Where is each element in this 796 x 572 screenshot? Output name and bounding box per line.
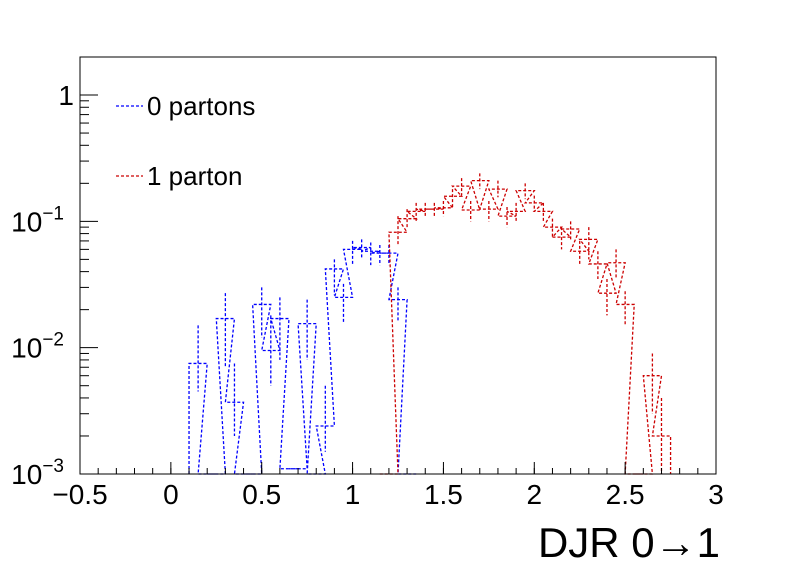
y-tick-exponent: −3 (42, 456, 64, 477)
series-1-group (379, 173, 672, 475)
axes: −0.5 0 0.5 1 1.5 2 2.5 310−310−210−11 (11, 56, 724, 510)
legend-label: 0 partons (147, 91, 255, 121)
x-tick-label: 1 (345, 479, 361, 510)
x-tick-label: 1.5 (424, 479, 463, 510)
x-tick-label: 0.5 (242, 479, 281, 510)
x-axis-label: DJR 0→1 (538, 519, 720, 566)
x-tick-label: 2.5 (606, 479, 645, 510)
y-tick-label: 10−2 (11, 330, 64, 364)
y-tick-label: 10−1 (11, 203, 64, 237)
x-tick-label: −0.5 (52, 479, 107, 510)
y-tick-base: 10 (11, 206, 42, 237)
y-tick-label: 1 (58, 80, 74, 111)
legend: 0 partons 1 parton (116, 91, 255, 191)
y-tick-exponent: −2 (42, 330, 64, 351)
y-tick-exponent: −1 (42, 203, 64, 224)
y-tick-base: 10 (11, 333, 42, 364)
x-tick-label: 2 (526, 479, 542, 510)
x-tick-label: 0 (163, 479, 179, 510)
series-0-group (188, 239, 417, 475)
y-tick-base: 1 (58, 80, 74, 111)
y-tick-base: 10 (11, 459, 42, 490)
x-tick-label: 3 (708, 479, 724, 510)
y-tick-label: 10−3 (11, 456, 64, 490)
series-marks (188, 173, 672, 475)
plot-frame (79, 56, 717, 475)
series-line (379, 179, 672, 475)
legend-label: 1 parton (147, 161, 242, 191)
